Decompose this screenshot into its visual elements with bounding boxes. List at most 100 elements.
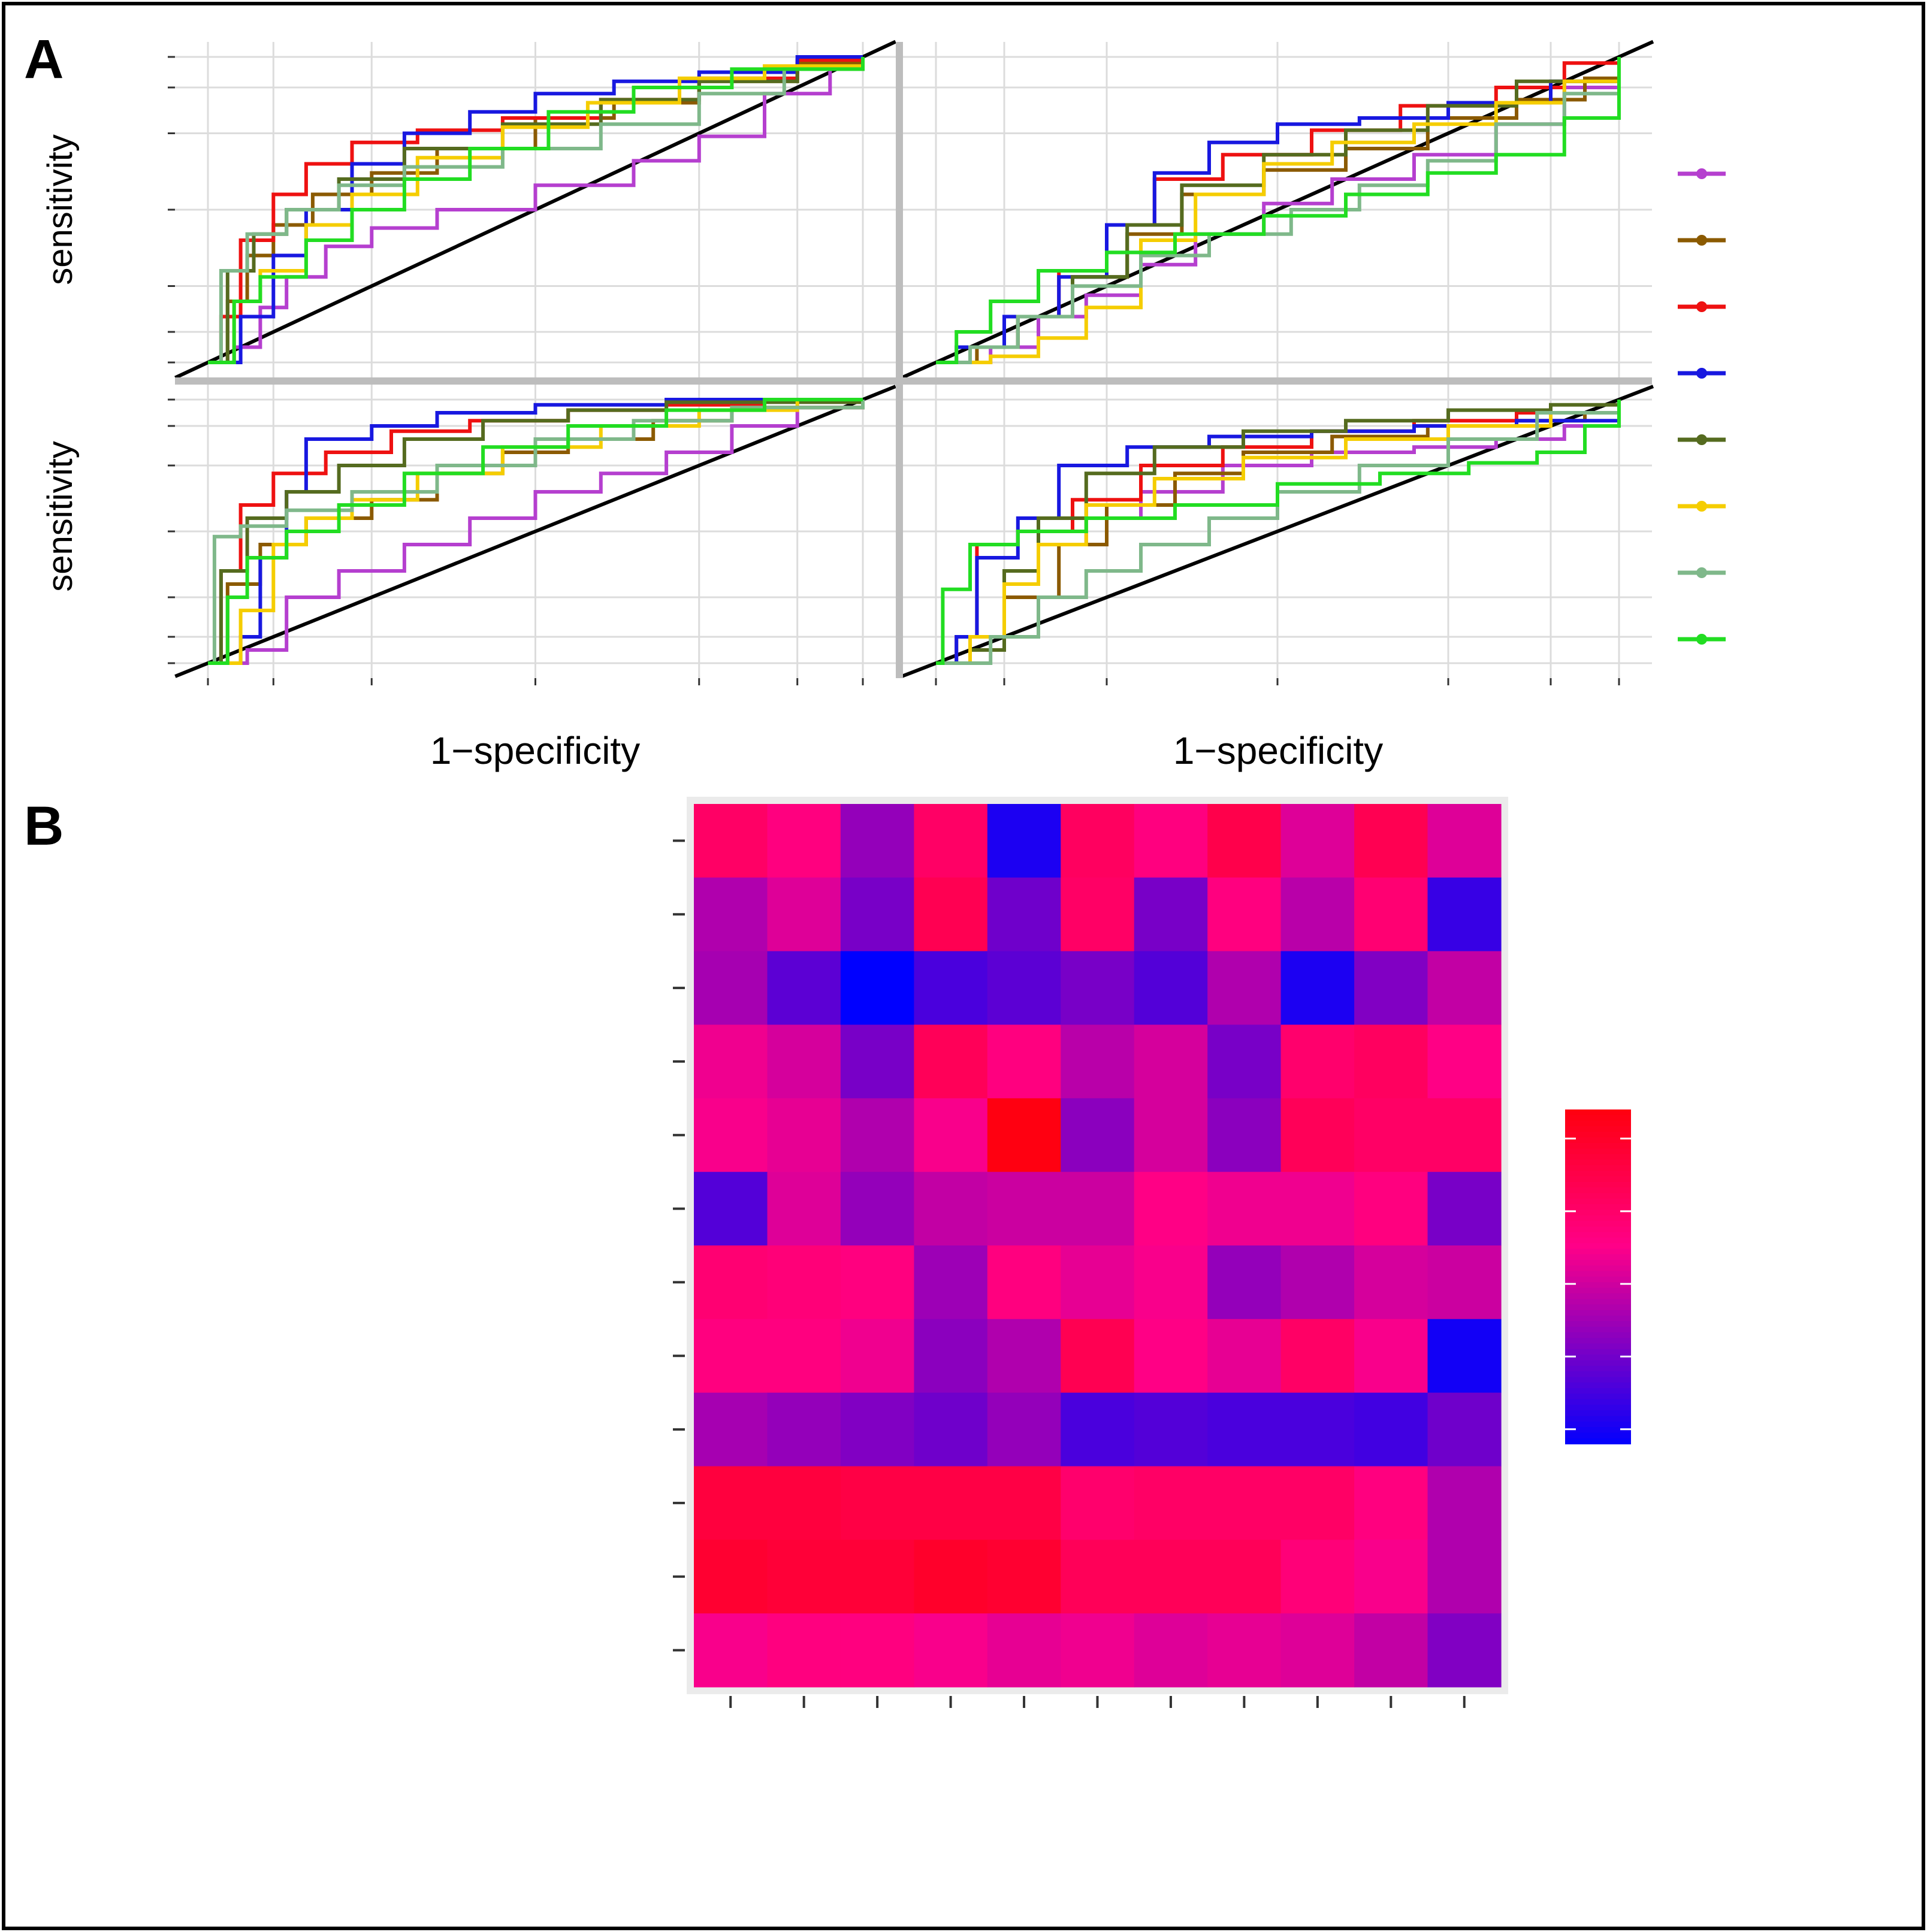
heatmap-cell: [914, 877, 988, 952]
heatmap-cell: [1354, 1319, 1428, 1393]
heatmap-cell: [1280, 804, 1355, 878]
heatmap-cell: [1061, 951, 1135, 1026]
colorbar-segment: [1565, 1148, 1631, 1155]
heatmap-cell: [1134, 1466, 1208, 1540]
roc-curve-ca19-9: [208, 400, 865, 665]
heatmap-cell: [1061, 877, 1135, 952]
heatmap-cell: [1061, 1024, 1135, 1099]
colorbar-segment: [1565, 1115, 1631, 1121]
heatmap-cell: [1354, 1172, 1428, 1246]
heatmap-cell: [914, 1319, 988, 1393]
heatmap-cell: [694, 1466, 768, 1540]
roc-x-axis-ticks: [207, 678, 1620, 685]
heatmap-cell: [1207, 1540, 1282, 1614]
heatmap-cell: [767, 1466, 841, 1540]
colorbar-segment: [1565, 1299, 1631, 1305]
roc-curve-ca19-9: [208, 55, 863, 364]
heatmap-cell: [1134, 1613, 1208, 1688]
heatmap-cell: [840, 804, 914, 878]
heatmap-cell: [987, 951, 1061, 1026]
heatmap-cell: [1134, 877, 1208, 952]
roc-panel-validation-12m: [901, 40, 1654, 380]
roc-curve-pgf: [936, 400, 1621, 665]
heatmap-cell: [1134, 1024, 1208, 1099]
reference-diagonal: [901, 40, 1654, 380]
colorbar-segment: [1565, 1132, 1631, 1138]
heatmap-cell: [694, 1172, 768, 1246]
heatmap-cell: [840, 1392, 914, 1467]
heatmap-cell: [914, 1245, 988, 1320]
heatmap-cell: [694, 1024, 768, 1099]
heatmap-cell: [987, 1392, 1061, 1467]
heatmap-cell: [1207, 1098, 1282, 1172]
heatmap-cell: [1427, 877, 1502, 952]
heatmap-cell: [1207, 1319, 1282, 1393]
heatmap-cell: [840, 1024, 914, 1099]
heatmap-cell: [694, 951, 768, 1026]
legend-point-il-15: [1696, 301, 1707, 312]
colorbar-segment: [1565, 1232, 1631, 1238]
colorbar-segment: [1565, 1316, 1631, 1322]
legend-point-ca19-9: [1696, 168, 1707, 179]
panel-label-a: A: [24, 29, 64, 90]
heatmap-cell: [1207, 1245, 1282, 1320]
auc-colorbar: [1565, 1109, 1631, 1444]
heatmap-cell: [987, 1319, 1061, 1393]
colorbar-segment: [1565, 1165, 1631, 1172]
legend-point-hgf: [1696, 235, 1707, 246]
roc-panel-discovery-12m: [174, 40, 896, 380]
roc-panel-discovery-6v18m: [174, 385, 896, 678]
legend-point-il-6: [1696, 368, 1707, 379]
heatmap-cell: [1207, 804, 1282, 878]
colorbar-segment: [1565, 1265, 1631, 1272]
roc-panel-validation-6v18m: [901, 385, 1654, 678]
colorbar-segment: [1565, 1181, 1631, 1189]
heatmap-cell: [914, 1172, 988, 1246]
colorbar-segment: [1565, 1243, 1631, 1250]
heatmap-cell: [767, 1613, 841, 1688]
roc-curve-pd-l2: [936, 400, 1621, 665]
heatmap-cell: [1354, 1540, 1428, 1614]
roc-curve-pgf: [936, 57, 1621, 364]
heatmap-cell: [1354, 1466, 1428, 1540]
heatmap-cell: [1354, 877, 1428, 952]
heatmap-cell: [694, 1245, 768, 1320]
heatmap-cell: [987, 1098, 1061, 1172]
y-axis-label-bottom: sensitivity: [41, 441, 80, 591]
heatmap-cell: [694, 1319, 768, 1393]
colorbar-segment: [1565, 1332, 1631, 1339]
heatmap-cell: [1061, 1466, 1135, 1540]
heatmap-cell: [1280, 1466, 1355, 1540]
colorbar-segment: [1565, 1137, 1631, 1144]
heatmap-cell: [987, 804, 1061, 878]
colorbar-segment: [1565, 1399, 1631, 1405]
heatmap-cell: [1207, 877, 1282, 952]
colorbar-segment: [1565, 1248, 1631, 1255]
colorbar-segment: [1565, 1154, 1631, 1160]
colorbar-segment: [1565, 1421, 1631, 1428]
colorbar-segment: [1565, 1388, 1631, 1395]
heatmap-cell: [1427, 1466, 1502, 1540]
heatmap-cell: [767, 951, 841, 1026]
heatmap-cell: [1061, 1540, 1135, 1614]
heatmap-cell: [840, 1245, 914, 1320]
colorbar-segment: [1565, 1254, 1631, 1261]
heatmap-cell: [694, 1392, 768, 1467]
heatmap-cell: [1354, 1613, 1428, 1688]
colorbar-segment: [1565, 1176, 1631, 1183]
colorbar-segment: [1565, 1221, 1631, 1227]
colorbar-segment: [1565, 1277, 1631, 1283]
heatmap-cell: [840, 1540, 914, 1614]
colorbar-segment: [1565, 1282, 1631, 1289]
colorbar-segment: [1565, 1382, 1631, 1389]
heatmap-cell: [1280, 1172, 1355, 1246]
heatmap-cell: [1280, 1319, 1355, 1393]
heatmap-cell: [1134, 1172, 1208, 1246]
colorbar-segment: [1565, 1427, 1631, 1434]
colorbar-segment: [1565, 1432, 1631, 1439]
heatmap-cell: [1280, 1613, 1355, 1688]
heatmap-cell: [914, 1466, 988, 1540]
heatmap-cell: [987, 1024, 1061, 1099]
colorbar-segment: [1565, 1416, 1631, 1422]
heatmap-cell: [914, 1392, 988, 1467]
